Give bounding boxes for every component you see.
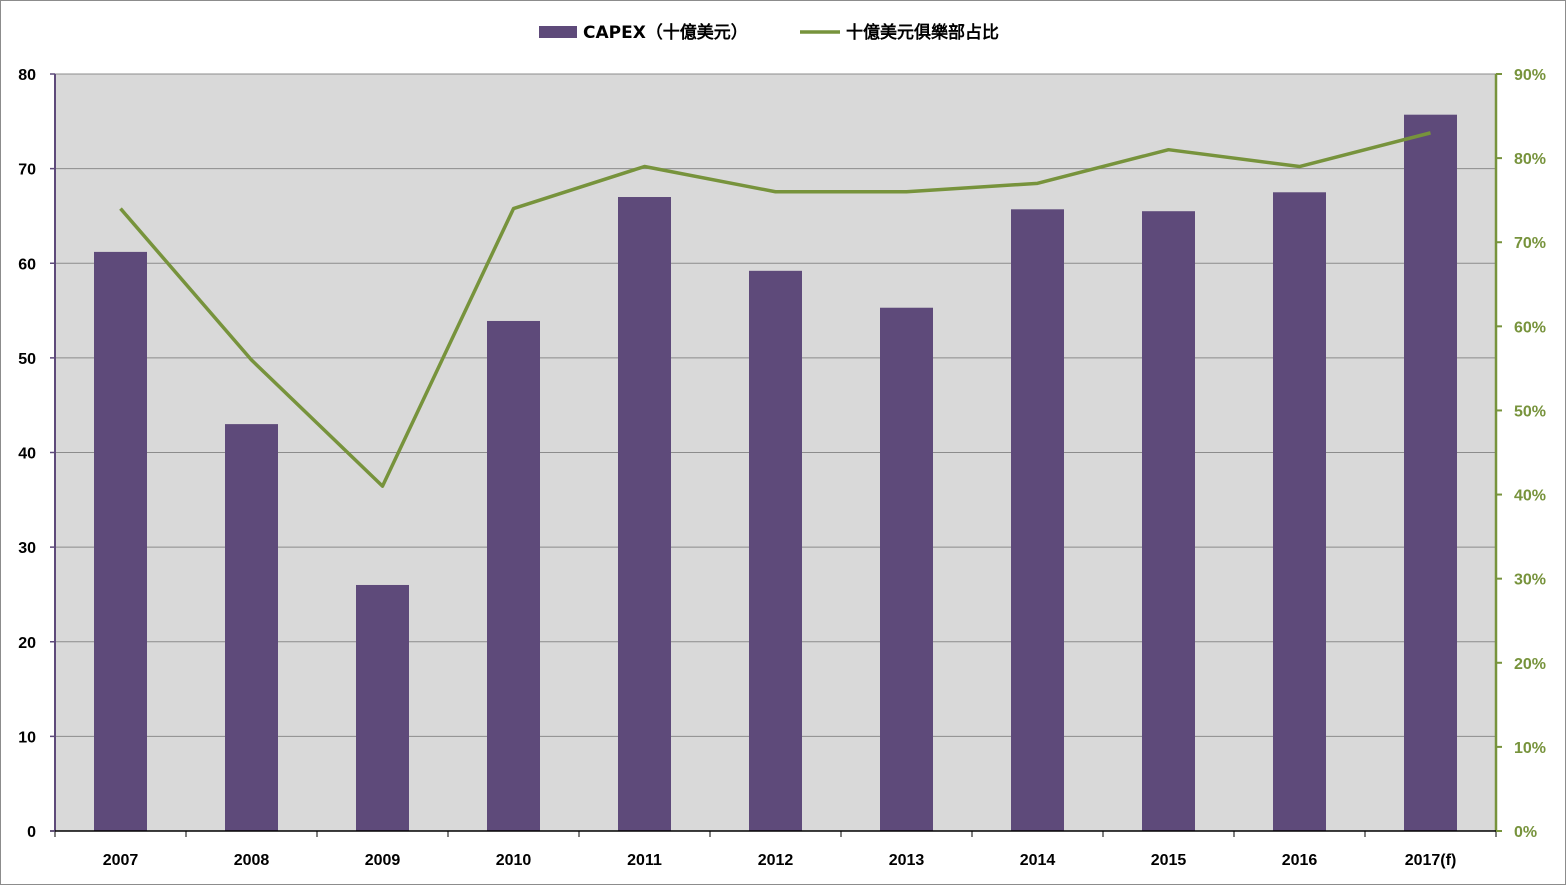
bar-2016: [1273, 192, 1326, 831]
y-left-tick-label: 50: [18, 351, 36, 368]
x-tick-label: 2013: [889, 852, 925, 869]
bar-2011: [618, 197, 671, 831]
x-tick-label: 2009: [365, 852, 401, 869]
y-left-tick-label: 60: [18, 256, 36, 273]
y-left-tick-label: 20: [18, 635, 36, 652]
y-right-tick-label: 0%: [1514, 824, 1537, 841]
y-left-tick-label: 30: [18, 540, 36, 557]
x-tick-label: 2014: [1020, 852, 1056, 869]
x-tick-label: 2017(f): [1405, 852, 1457, 869]
x-tick-label: 2015: [1151, 852, 1187, 869]
bar-2014: [1011, 209, 1064, 832]
bar-2010: [487, 320, 540, 831]
y-right-tick-label: 10%: [1514, 740, 1546, 757]
legend-bar-label: CAPEX（十億美元）: [583, 22, 748, 43]
bar-2012: [749, 270, 802, 831]
legend-bar-swatch: [539, 26, 577, 38]
y-left-tick-label: 0: [27, 824, 36, 841]
y-right-tick-label: 90%: [1514, 67, 1546, 84]
bar-2015: [1142, 211, 1195, 832]
y-right-tick-label: 20%: [1514, 656, 1546, 673]
bar-2008: [225, 424, 278, 831]
x-tick-label: 2010: [496, 852, 532, 869]
y-right-tick-label: 60%: [1514, 319, 1546, 336]
y-right-tick-label: 40%: [1514, 488, 1546, 505]
bar-2017(f): [1404, 114, 1457, 832]
y-left-tick-label: 70: [18, 162, 36, 179]
y-left-tick-label: 10: [18, 729, 36, 746]
y-left-tick-label: 40: [18, 446, 36, 463]
x-tick-label: 2012: [758, 852, 794, 869]
bar-2013: [880, 307, 933, 831]
y-right-tick-label: 50%: [1514, 403, 1546, 420]
x-tick-label: 2007: [103, 852, 139, 869]
y-left-tick-label: 80: [18, 67, 36, 84]
x-tick-label: 2008: [234, 852, 270, 869]
y-right-tick-label: 70%: [1514, 235, 1546, 252]
x-tick-label: 2016: [1282, 852, 1318, 869]
y-right-tick-label: 30%: [1514, 572, 1546, 589]
legend: CAPEX（十億美元） 十億美元俱樂部占比: [539, 22, 999, 43]
bar-2009: [356, 584, 409, 831]
x-tick-label: 2011: [627, 852, 662, 869]
y-right-tick-label: 80%: [1514, 151, 1546, 168]
bar-2007: [94, 251, 147, 831]
legend-line-label: 十億美元俱樂部占比: [846, 22, 999, 43]
